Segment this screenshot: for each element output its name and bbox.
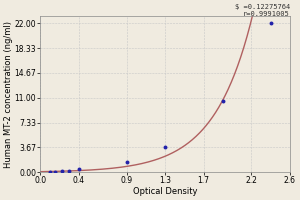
Point — [48, 170, 52, 174]
Point — [268, 22, 273, 25]
X-axis label: Optical Density: Optical Density — [133, 187, 197, 196]
Point — [163, 145, 168, 148]
Point — [220, 100, 225, 103]
Point — [124, 161, 129, 164]
Point — [59, 170, 64, 173]
Text: $ =0.12275764
r=0.9991005: $ =0.12275764 r=0.9991005 — [235, 4, 290, 17]
Point — [52, 170, 57, 173]
Point — [67, 169, 72, 172]
Point — [76, 167, 81, 170]
Y-axis label: Human MT-2 concentration (ng/ml): Human MT-2 concentration (ng/ml) — [4, 21, 13, 168]
